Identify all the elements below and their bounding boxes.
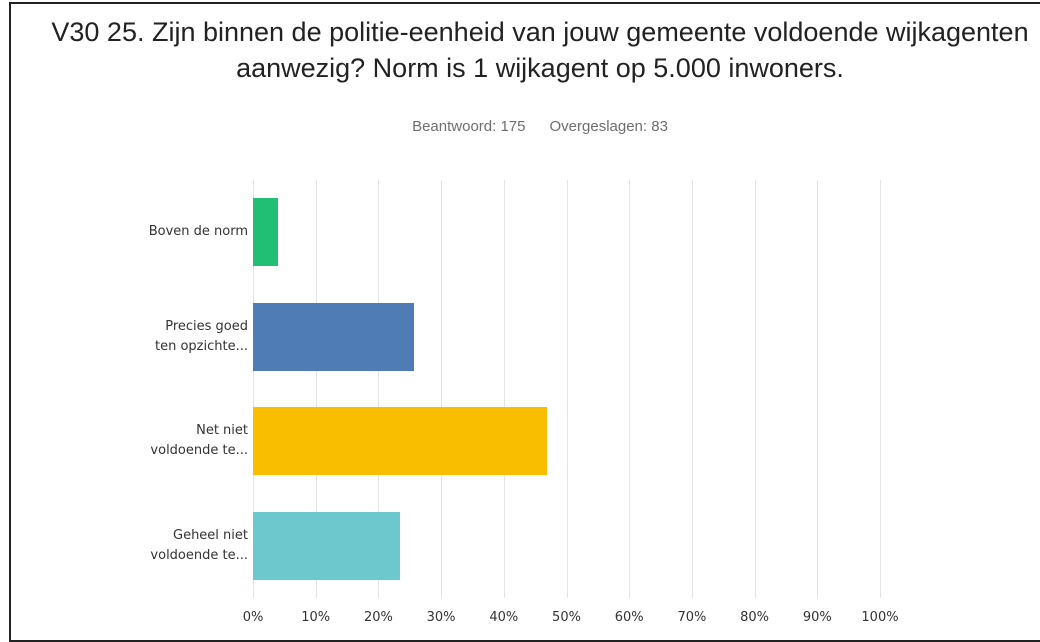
grid-line <box>754 180 756 598</box>
x-tick-label: 60% <box>614 610 644 625</box>
y-tick-label: Net niet voldoende te... <box>150 423 248 459</box>
grid-line <box>378 180 380 598</box>
x-tick-label: 20% <box>363 610 393 625</box>
x-tick-label: 0% <box>242 610 264 625</box>
skipped: Overgeslagen: 83 <box>549 118 668 135</box>
x-tick-label: 10% <box>301 610 331 625</box>
grid-line <box>817 180 819 598</box>
x-tick-label: 40% <box>489 610 519 625</box>
subtitle: Beantwoord: 175 Overgeslagen: 83 <box>0 118 1040 135</box>
x-tick-label: 80% <box>740 610 770 625</box>
grid-line <box>629 180 631 598</box>
x-tick-label: 100% <box>861 610 899 625</box>
x-tick-label: 90% <box>802 610 832 625</box>
grid-line <box>691 180 693 598</box>
bar <box>253 511 400 580</box>
x-tick-label: 70% <box>677 610 707 625</box>
grid-line <box>253 180 254 598</box>
bar <box>253 302 415 371</box>
y-tick-label: Precies goed ten opzichte... <box>155 318 248 354</box>
grid-line <box>566 180 568 598</box>
x-tick-label: 30% <box>426 610 456 625</box>
chart-title: V30 25. Zijn binnen de politie-eenheid v… <box>51 17 1029 83</box>
x-tick-label: 50% <box>552 610 581 625</box>
y-tick-label: Geheel niet voldoende te... <box>150 527 248 563</box>
bar <box>253 407 548 476</box>
bar <box>253 198 279 267</box>
grid-line <box>315 180 317 598</box>
grid-line <box>880 180 881 598</box>
answered: Beantwoord: 175 <box>412 118 526 135</box>
grid-line <box>441 180 443 598</box>
grid-line <box>503 180 505 598</box>
y-tick-label: Boven de norm <box>148 224 248 240</box>
